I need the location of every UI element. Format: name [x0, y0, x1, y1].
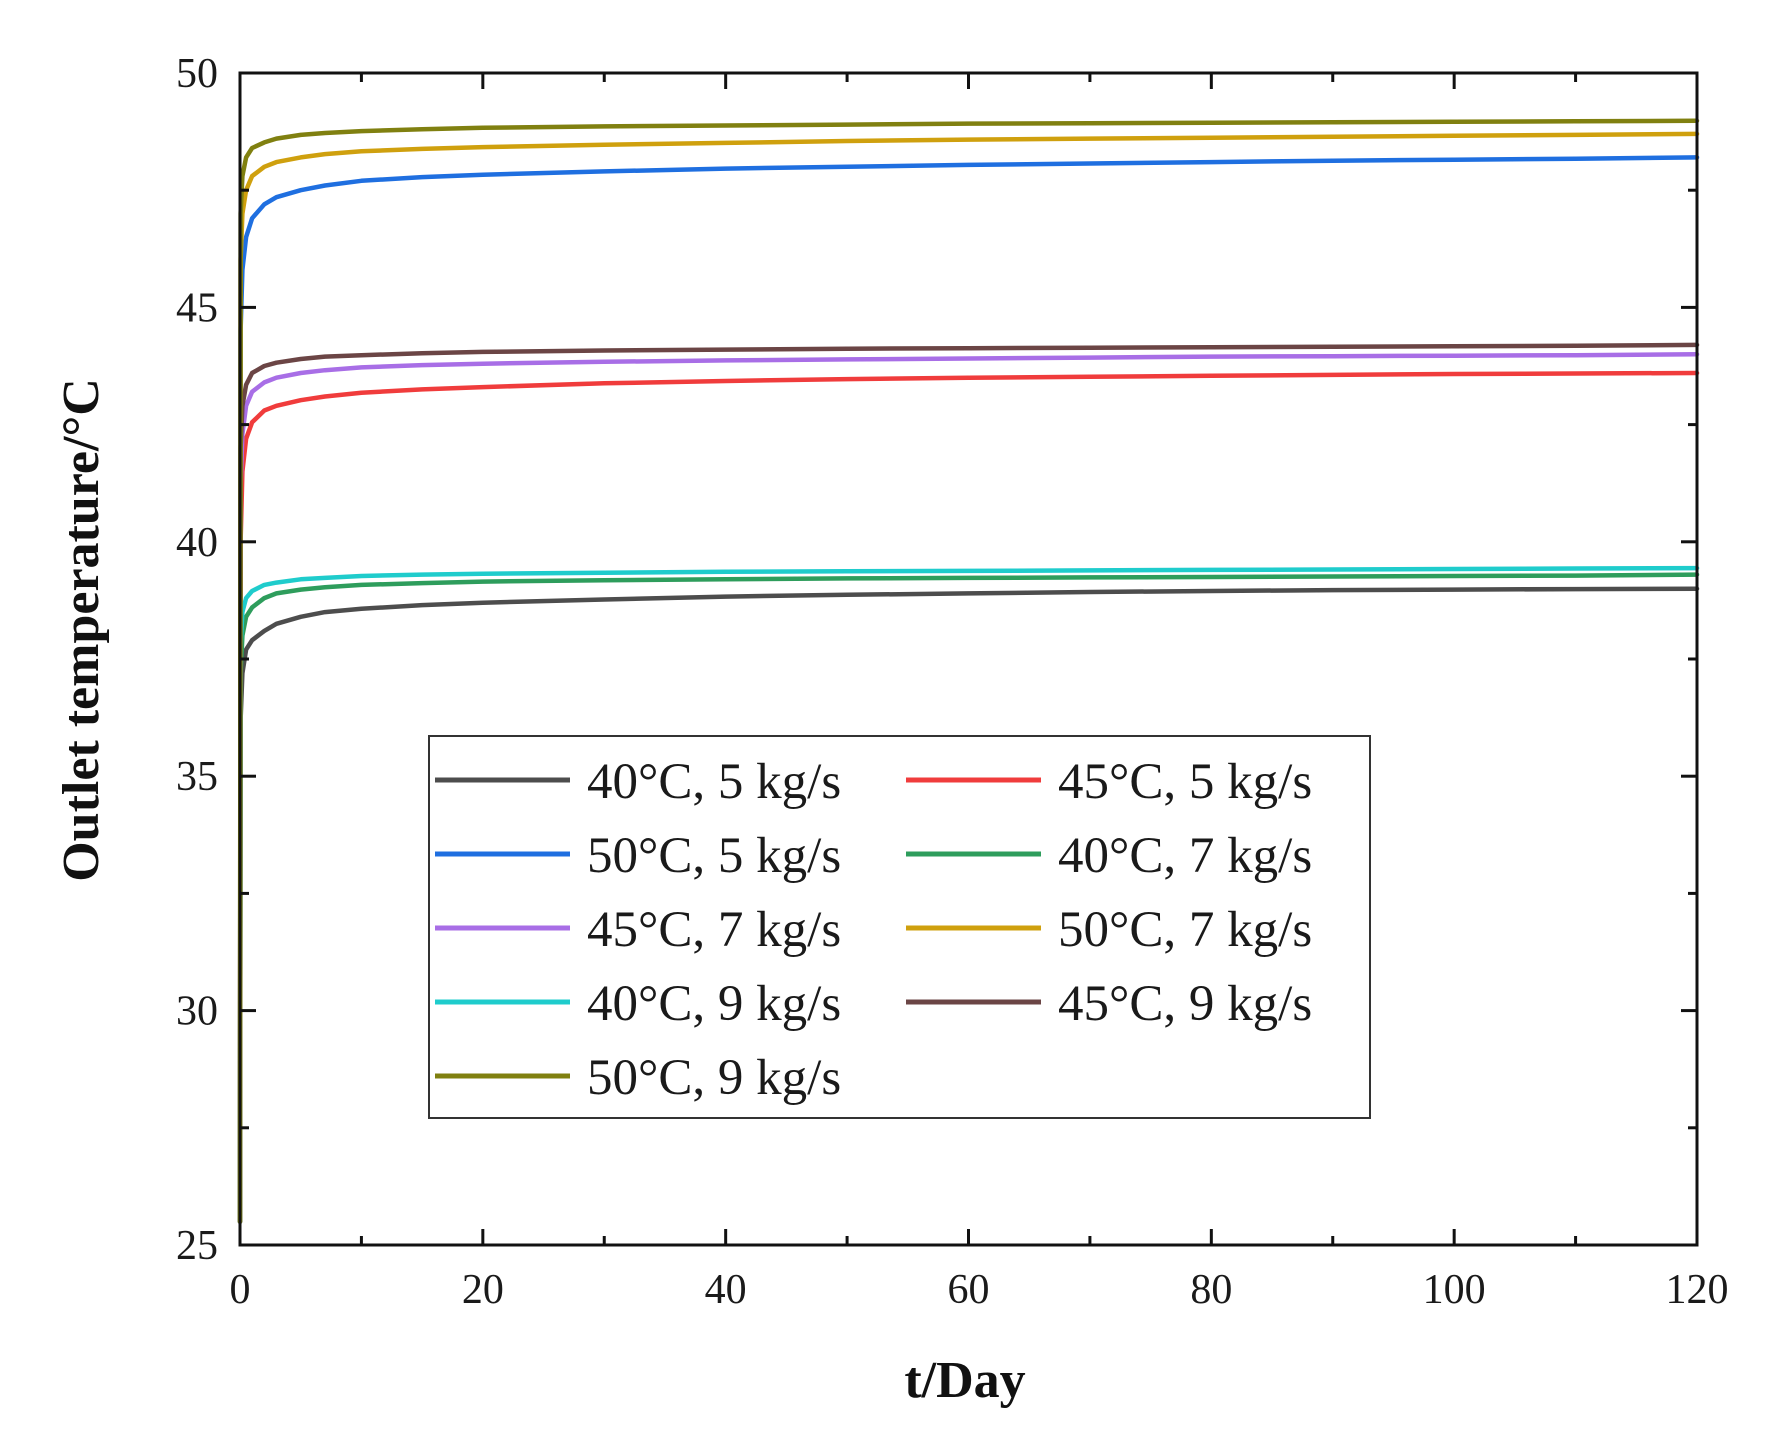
legend: 40°C, 5 kg/s 45°C, 5 kg/s 50°C, 5 kg/s 40°C… — [428, 735, 1371, 1119]
legend-label: 50°C, 5 kg/s — [587, 828, 841, 884]
x-tick-label: 100 — [1423, 1267, 1486, 1313]
x-tick-label: 40 — [705, 1267, 747, 1313]
series-line-5 — [237, 352, 1700, 1224]
y-tick-label: 50 — [176, 51, 218, 97]
legend-label: 45°C, 5 kg/s — [1058, 754, 1312, 810]
y-tick-label: 30 — [176, 989, 218, 1035]
series-line-4 — [237, 572, 1700, 1224]
axes: 0 20 40 60 80 100 120 25 30 35 40 45 50 — [176, 51, 1729, 1313]
x-axis-title: t/Day — [904, 1352, 1025, 1409]
series-line-7 — [237, 565, 1700, 1224]
y-axis-title: Outlet temperature/°C — [53, 378, 110, 882]
series-line-3 — [237, 155, 1700, 1224]
series-line-6 — [237, 131, 1700, 1224]
series-line-2 — [237, 370, 1700, 1224]
legend-label: 50°C, 7 kg/s — [1058, 902, 1312, 958]
y-tick-label: 25 — [176, 1223, 218, 1269]
x-tick-label: 0 — [230, 1267, 251, 1313]
x-tick-label: 60 — [948, 1267, 990, 1313]
legend-label: 40°C, 7 kg/s — [1058, 828, 1312, 884]
x-tick-label: 80 — [1190, 1267, 1232, 1313]
legend-label: 40°C, 9 kg/s — [587, 976, 841, 1032]
legend-label: 45°C, 7 kg/s — [587, 902, 841, 958]
plot-area — [237, 118, 1700, 1224]
legend-label: 40°C, 5 kg/s — [587, 754, 841, 810]
y-tick-label: 35 — [176, 754, 218, 800]
series-line-8 — [237, 342, 1700, 1224]
y-tick-label: 40 — [176, 520, 218, 566]
x-tick-label: 120 — [1666, 1267, 1729, 1313]
series-line-9 — [237, 118, 1700, 1224]
legend-box — [428, 735, 1371, 1119]
legend-label: 50°C, 9 kg/s — [587, 1050, 841, 1106]
x-tick-label: 20 — [462, 1267, 504, 1313]
y-tick-label: 45 — [176, 285, 218, 331]
series-line-1 — [237, 586, 1700, 1224]
legend-label: 45°C, 9 kg/s — [1058, 976, 1312, 1032]
